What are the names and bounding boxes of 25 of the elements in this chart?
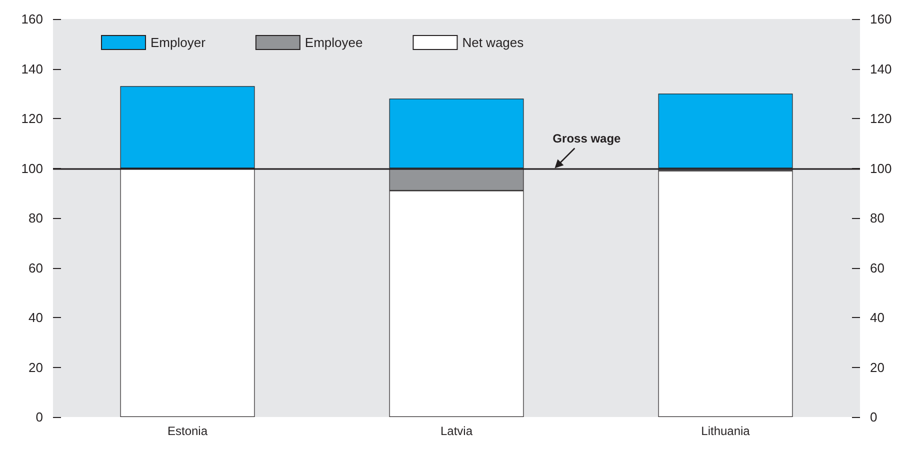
- x-tick-label: Lithuania: [701, 424, 750, 438]
- legend-label: Employee: [304, 35, 363, 50]
- legend-label: Employer: [150, 35, 206, 50]
- y2-tick-label: 20: [870, 360, 884, 375]
- x-tick-label: Latvia: [440, 424, 473, 438]
- y-tick-label: 20: [28, 360, 43, 375]
- y2-tick-label: 40: [870, 310, 884, 325]
- y-tick-label: 120: [21, 111, 43, 126]
- annotation: Gross wage: [552, 131, 622, 146]
- y-tick-label: 140: [21, 61, 43, 76]
- y-tick-label: 160: [21, 12, 43, 26]
- y2-tick-label: 0: [870, 410, 878, 424]
- x-tick-label: Estonia: [167, 424, 208, 438]
- y2-tick-label: 120: [870, 111, 892, 126]
- y-tick-label: 40: [28, 310, 43, 325]
- y-tick-label: 60: [28, 260, 43, 276]
- y2-tick-label: 80: [870, 210, 884, 226]
- legend-label: Net wages: [462, 35, 524, 50]
- y-tick-label: 80: [28, 210, 43, 226]
- y2-tick-label: 160: [870, 12, 892, 26]
- y-tick-label: 0: [36, 410, 43, 424]
- y2-tick-label: 100: [870, 160, 892, 176]
- y-tick-label: 100: [21, 160, 43, 176]
- y2-tick-label: 140: [870, 61, 892, 76]
- y2-tick-label: 60: [870, 260, 884, 276]
